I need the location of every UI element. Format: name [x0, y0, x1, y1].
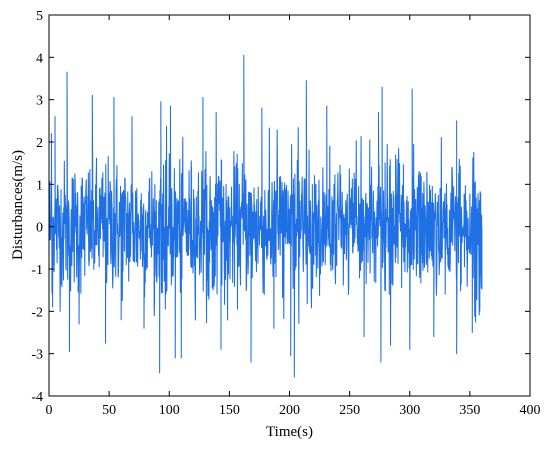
x-tick-label: 100 [159, 403, 180, 418]
x-tick-label: 300 [399, 403, 420, 418]
y-tick-label: -2 [31, 305, 43, 320]
y-tick-label: -1 [31, 263, 43, 278]
x-tick-label: 200 [279, 403, 300, 418]
y-tick-label: -4 [31, 390, 43, 405]
y-tick-label: 5 [36, 9, 43, 24]
y-tick-label: 3 [36, 94, 43, 109]
y-tick-label: 0 [36, 221, 43, 236]
axis-layer: 0 50 100 150 200 250 300 350 400 -4 -3 -2 -1 0 1 2 3 4 5 [31, 9, 540, 418]
y-tick-label: 1 [36, 178, 43, 193]
plot-layer [49, 54, 483, 378]
x-tick-label: 50 [102, 403, 116, 418]
x-axis-label: Time(s) [266, 424, 313, 440]
x-tick-label: 0 [46, 403, 53, 418]
y-tick-label: 4 [36, 51, 43, 66]
y-tick-label: 2 [36, 136, 43, 151]
x-tick-label: 150 [219, 403, 240, 418]
series-line [49, 54, 483, 378]
y-tick-label: -3 [31, 348, 43, 363]
x-tick-label: 250 [339, 403, 360, 418]
y-axis-label: Disturbances(m/s) [10, 150, 26, 260]
x-tick-label: 400 [520, 403, 541, 418]
x-tick-label: 350 [459, 403, 480, 418]
